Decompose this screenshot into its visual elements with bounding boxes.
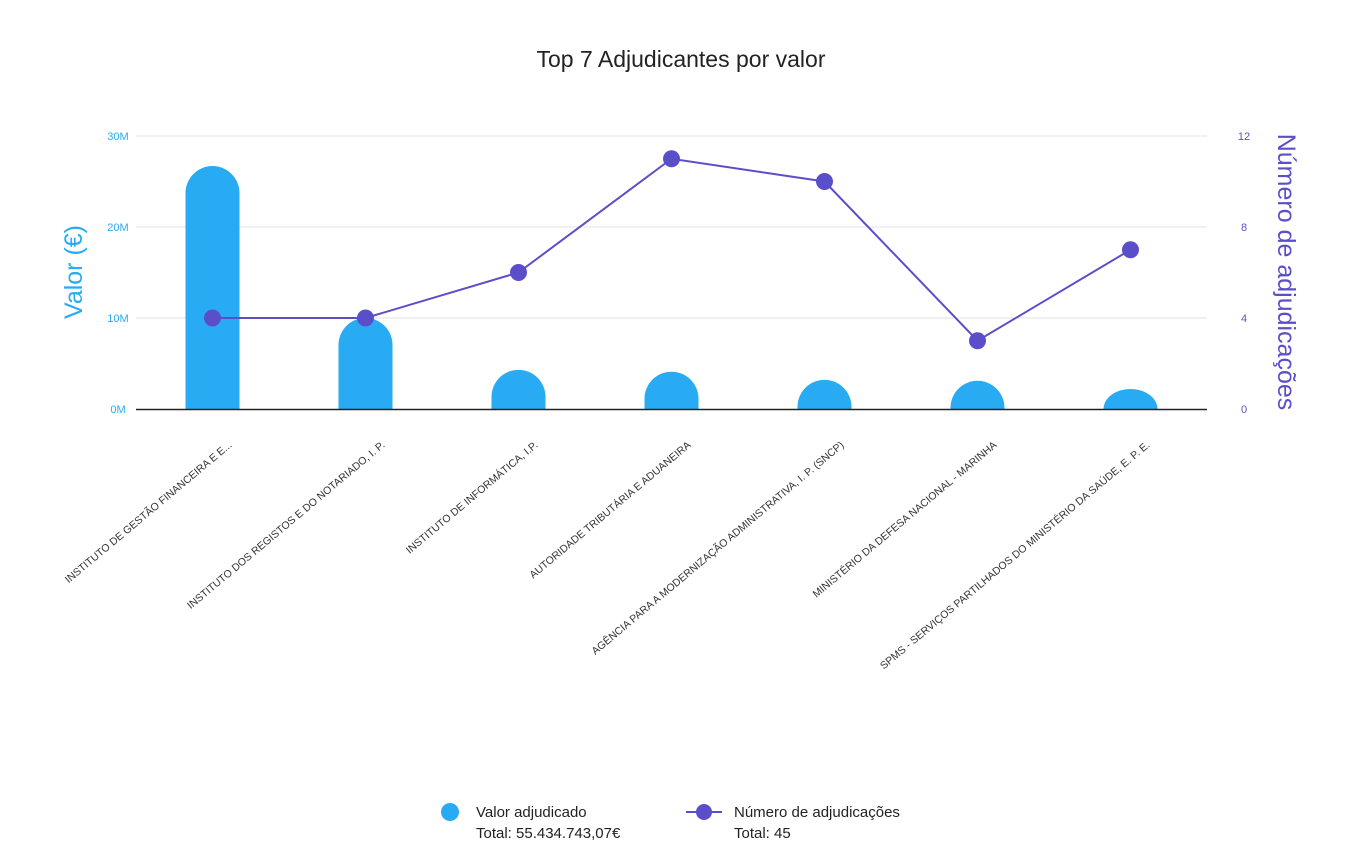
line-point[interactable] xyxy=(816,173,833,190)
bar[interactable] xyxy=(1103,388,1158,409)
right-tick-label: 4 xyxy=(1241,313,1247,325)
category-label: INSTITUTO DE INFORMÁTICA, I.P. xyxy=(403,438,540,556)
bar[interactable] xyxy=(491,369,546,409)
left-tick-label: 30M xyxy=(107,131,128,143)
series-line xyxy=(212,157,1132,343)
legend-total-valor: Total: 55.434.743,07€ xyxy=(476,825,621,842)
legend-label-numero: Número de adjudicações xyxy=(734,804,900,821)
line-point[interactable] xyxy=(510,264,527,281)
right-tick-label: 12 xyxy=(1238,131,1250,143)
legend-marker-numero xyxy=(696,804,712,820)
line-point[interactable] xyxy=(969,332,986,350)
legend-marker-valor xyxy=(441,803,459,821)
right-tick-label: 0 xyxy=(1241,404,1247,416)
right-tick-label: 8 xyxy=(1241,222,1247,234)
bar[interactable] xyxy=(185,166,240,409)
bar[interactable] xyxy=(644,371,699,409)
left-tick-label: 0M xyxy=(110,404,125,416)
left-axis-title: Valor (€) xyxy=(60,225,88,319)
category-label: INSTITUTO DOS REGISTOS E DO NOTARIADO, I… xyxy=(185,439,387,612)
bar[interactable] xyxy=(338,318,393,409)
left-axis-ticks: 0M 10M 20M 30M xyxy=(107,131,128,416)
category-labels: INSTITUTO DE GESTÃO FINANCEIRA E E...INS… xyxy=(62,438,1152,672)
line-point[interactable] xyxy=(1122,241,1139,259)
bar[interactable] xyxy=(950,380,1005,409)
category-label: MINISTÉRIO DA DEFESA NACIONAL - MARINHA xyxy=(810,438,1000,600)
right-axis-ticks: 0 4 8 12 xyxy=(1238,131,1250,416)
chart-title: Top 7 Adjudicantes por valor xyxy=(537,46,826,72)
legend: Valor adjudicado Total: 55.434.743,07€ N… xyxy=(441,803,900,842)
bar[interactable] xyxy=(797,379,852,409)
category-label: INSTITUTO DE GESTÃO FINANCEIRA E E... xyxy=(62,438,234,585)
legend-total-numero: Total: 45 xyxy=(734,825,791,842)
category-label: AGÊNCIA PARA A MODERNIZAÇÃO ADMINISTRATI… xyxy=(589,438,847,657)
left-tick-label: 20M xyxy=(107,222,128,234)
right-axis-title: Número de adjudicações xyxy=(1272,134,1300,411)
line-point[interactable] xyxy=(663,150,680,168)
category-label: AUTORIDADE TRIBUTÁRIA E ADUANEIRA xyxy=(527,438,694,581)
category-label: SPMS - SERVIÇOS PARTILHADOS DO MINISTÉRI… xyxy=(877,438,1152,672)
bar-series[interactable] xyxy=(185,166,1158,409)
line-point[interactable] xyxy=(357,309,374,327)
line-series[interactable] xyxy=(204,150,1139,350)
legend-label-valor: Valor adjudicado xyxy=(476,804,587,821)
legend-item-valor[interactable]: Valor adjudicado Total: 55.434.743,07€ xyxy=(441,803,621,842)
legend-item-numero[interactable]: Número de adjudicações Total: 45 xyxy=(686,804,900,842)
line-point[interactable] xyxy=(204,309,221,327)
left-tick-label: 10M xyxy=(107,313,128,325)
